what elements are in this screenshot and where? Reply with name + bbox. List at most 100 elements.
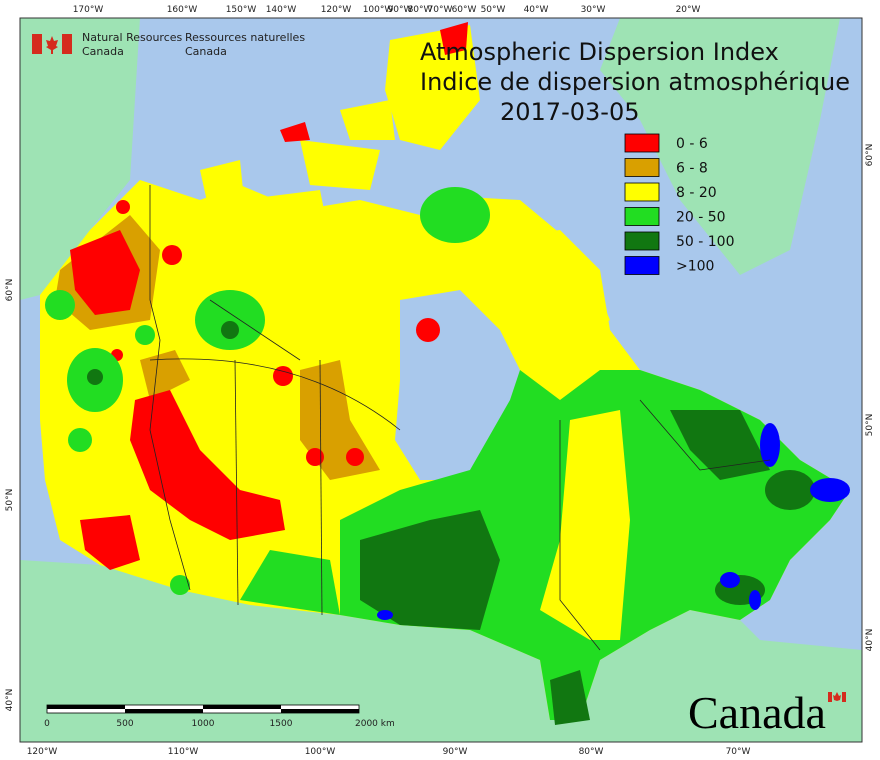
region bbox=[273, 366, 293, 386]
legend-label: >100 bbox=[676, 259, 714, 275]
region bbox=[300, 140, 380, 190]
brand-text: Ressources naturelles bbox=[185, 31, 305, 44]
legend-label: 20 - 50 bbox=[676, 210, 726, 226]
flag-bar bbox=[32, 34, 42, 54]
region bbox=[749, 590, 761, 610]
longitude-label: 40°W bbox=[524, 5, 549, 15]
latitude-label: 50°N bbox=[5, 489, 15, 512]
region bbox=[340, 100, 395, 140]
region bbox=[306, 448, 324, 466]
maple-leaf bbox=[46, 36, 58, 54]
right-graticule-labels: 60°N 50°N 40°N bbox=[865, 144, 875, 652]
longitude-label: 50°W bbox=[481, 5, 506, 15]
scale-bar-segment bbox=[47, 705, 125, 709]
region bbox=[760, 423, 780, 467]
boundary bbox=[559, 420, 601, 651]
flag-bar bbox=[828, 692, 832, 702]
region bbox=[200, 160, 245, 215]
title-fr: Indice de dispersion atmosphérique bbox=[420, 68, 850, 96]
brand-text: Natural Resources bbox=[82, 31, 183, 44]
brand-text: Canada bbox=[185, 45, 227, 58]
region bbox=[221, 321, 239, 339]
latitude-label: 40°N bbox=[865, 629, 875, 652]
latitude-label: 40°N bbox=[5, 689, 15, 712]
region bbox=[140, 350, 190, 400]
region bbox=[420, 187, 490, 243]
region bbox=[346, 448, 364, 466]
longitude-label: 120°W bbox=[321, 5, 352, 15]
index-regions bbox=[40, 22, 850, 725]
longitude-label: 80°W bbox=[408, 5, 433, 15]
boundary bbox=[149, 358, 401, 431]
longitude-label: 170°W bbox=[73, 5, 104, 15]
region bbox=[810, 478, 850, 502]
boundary bbox=[209, 299, 301, 361]
scale-bar-segment bbox=[203, 705, 281, 709]
nrcan-signature: Natural Resources Canada Ressources natu… bbox=[32, 31, 305, 58]
boundary bbox=[639, 399, 771, 471]
longitude-label: 20°W bbox=[676, 5, 701, 15]
longitude-label: 70°W bbox=[726, 747, 751, 757]
longitude-label: 100°W bbox=[305, 747, 336, 757]
longitude-label: 90°W bbox=[388, 5, 413, 15]
flag-bar bbox=[842, 692, 846, 702]
longitude-label: 90°W bbox=[443, 747, 468, 757]
region bbox=[416, 318, 440, 342]
longitude-label: 60°W bbox=[452, 5, 477, 15]
wordmark: Canada bbox=[688, 687, 826, 738]
legend-swatch bbox=[624, 256, 660, 275]
region bbox=[385, 25, 480, 150]
boundaries bbox=[149, 185, 771, 651]
scale-bar: 0 500 1000 1500 2000 km bbox=[44, 704, 395, 729]
map-frame bbox=[19, 17, 863, 743]
legend-swatch bbox=[624, 231, 660, 251]
longitude-label: 110°W bbox=[168, 747, 199, 757]
maple-leaf bbox=[833, 692, 841, 701]
region bbox=[360, 510, 500, 630]
legend-swatch bbox=[624, 182, 660, 202]
longitude-label: 160°W bbox=[167, 5, 198, 15]
flag-bar bbox=[62, 34, 72, 54]
region bbox=[240, 550, 340, 615]
scale-label: 1000 bbox=[192, 719, 215, 729]
legend-label: 6 - 8 bbox=[676, 161, 708, 177]
top-graticule-labels: 170°W 160°W 150°W 140°W 120°W 100°W 90°W… bbox=[73, 5, 701, 15]
scale-bar-segment bbox=[125, 709, 203, 713]
region bbox=[80, 515, 140, 570]
legend-label: 50 - 100 bbox=[676, 234, 735, 250]
region bbox=[195, 290, 265, 350]
longitude-label: 150°W bbox=[226, 5, 257, 15]
scale-label: 2000 km bbox=[355, 719, 395, 729]
region bbox=[377, 610, 393, 620]
region bbox=[162, 245, 182, 265]
longitude-label: 120°W bbox=[27, 747, 58, 757]
region bbox=[45, 290, 75, 320]
longitude-label: 140°W bbox=[266, 5, 297, 15]
scale-label: 500 bbox=[116, 719, 133, 729]
scale-label: 1500 bbox=[270, 719, 293, 729]
longitude-label: 80°W bbox=[579, 747, 604, 757]
left-graticule-labels: 60°N 50°N 40°N bbox=[5, 279, 15, 712]
date: 2017-03-05 bbox=[500, 98, 639, 126]
region bbox=[70, 230, 140, 315]
boundary bbox=[149, 185, 191, 591]
map bbox=[19, 17, 863, 743]
title-en: Atmospheric Dispersion Index bbox=[420, 38, 779, 66]
latitude-label: 60°N bbox=[865, 144, 875, 167]
longitude-label: 30°W bbox=[581, 5, 606, 15]
region bbox=[440, 22, 468, 55]
legend-swatch bbox=[624, 158, 660, 177]
region bbox=[116, 200, 130, 214]
region bbox=[280, 122, 310, 142]
alaska bbox=[20, 18, 140, 300]
legend-swatch bbox=[624, 207, 660, 226]
latitude-label: 60°N bbox=[5, 279, 15, 302]
legend-swatch bbox=[624, 133, 660, 153]
region bbox=[170, 575, 190, 595]
scale-label: 0 bbox=[44, 719, 50, 729]
region bbox=[135, 325, 155, 345]
longitude-label: 100°W bbox=[363, 5, 394, 15]
united-states bbox=[20, 560, 862, 742]
longitude-label: 70°W bbox=[428, 5, 453, 15]
